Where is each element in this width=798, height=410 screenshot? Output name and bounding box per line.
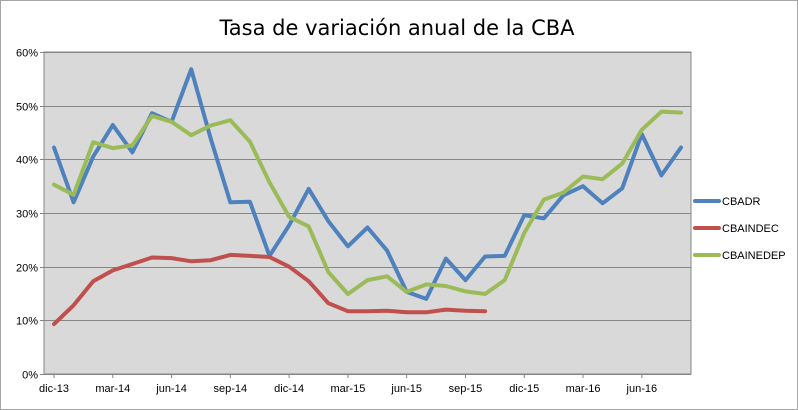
x-tick-label: jun-15 xyxy=(390,383,422,395)
y-tick-label: 40% xyxy=(16,155,38,167)
y-tick-label: 20% xyxy=(16,263,38,275)
x-axis: dic-13 mar-14 jun-14 sep-14 dic-14 mar-15 jun-… xyxy=(39,374,691,395)
gridlines xyxy=(44,52,691,321)
legend: CBADR CBAINDEC CBAINEDEP xyxy=(693,196,786,262)
x-tick-label: jun-14 xyxy=(155,383,187,395)
legend-label-cbainedep: CBAINEDEP xyxy=(722,250,786,262)
x-tick-label: dic-13 xyxy=(39,383,69,395)
series-line-cbaindec xyxy=(52,252,488,327)
y-tick-label: 60% xyxy=(16,48,38,60)
x-tick-label: dic-14 xyxy=(274,383,304,395)
x-tick-label: jun-16 xyxy=(626,383,658,395)
legend-label-cbadr: CBADR xyxy=(722,196,761,208)
y-tick-label: 0% xyxy=(22,370,38,382)
y-tick-label: 30% xyxy=(16,209,38,221)
x-tick-label: mar-15 xyxy=(330,383,365,395)
legend-label-cbaindec: CBAINDEC xyxy=(722,223,779,235)
y-axis: 0% 10% 20% 30% 40% 50% 60% xyxy=(16,48,44,382)
x-tick-label: sep-14 xyxy=(214,383,248,395)
y-tick-label: 50% xyxy=(16,102,38,114)
series-line-cbainedep xyxy=(52,109,683,296)
x-tick-label: dic-15 xyxy=(509,383,539,395)
y-tick-label: 10% xyxy=(16,316,38,328)
chart-title: Tasa de variación anual de la CBA xyxy=(218,16,575,40)
x-tick-label: mar-16 xyxy=(566,383,601,395)
x-tick-label: sep-15 xyxy=(449,383,483,395)
series-lines xyxy=(52,67,683,327)
x-tick-label: mar-14 xyxy=(95,383,130,395)
